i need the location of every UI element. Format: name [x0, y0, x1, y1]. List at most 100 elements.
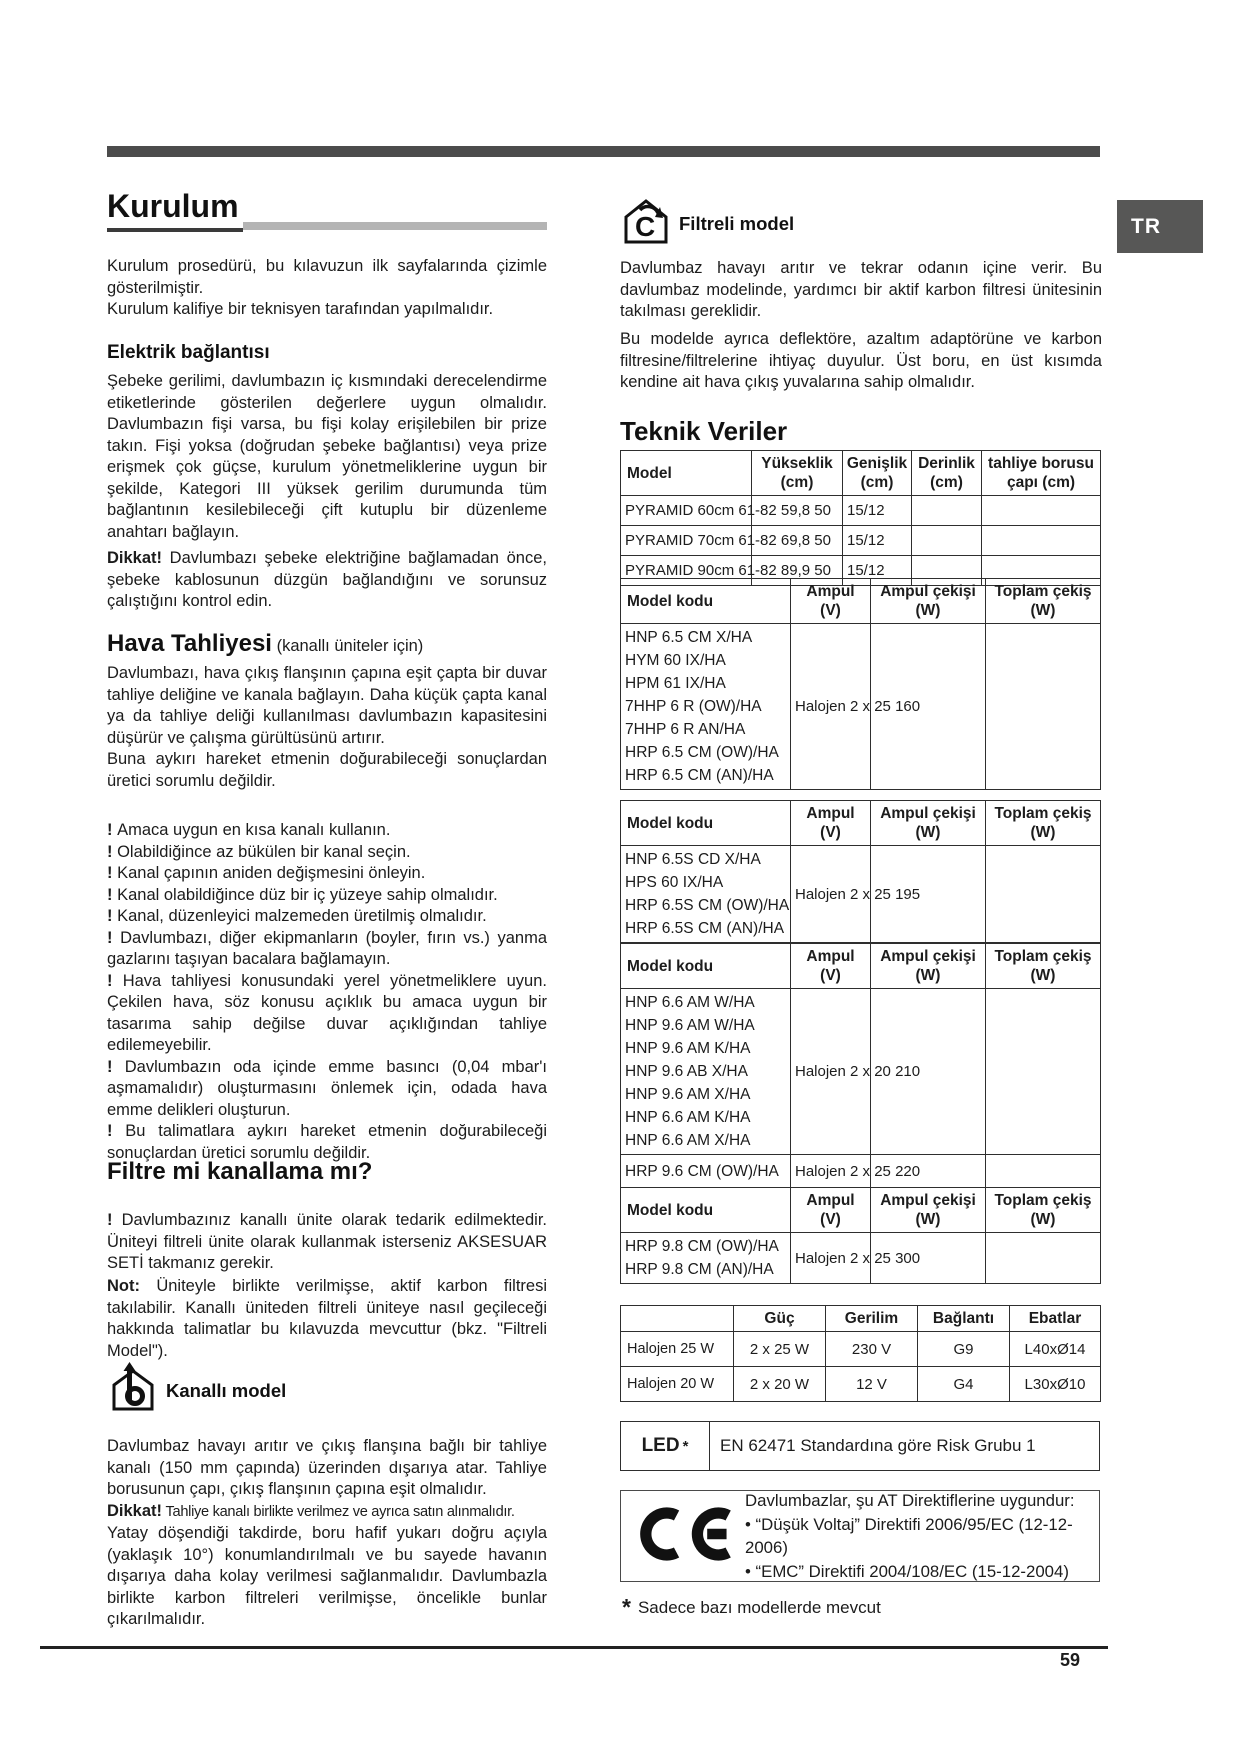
table-header-cell: Ampul çekişi (W) [870, 1187, 986, 1233]
footnote-text: Sadece bazı modellerde mevcut [637, 1598, 881, 1617]
page-title: Kurulum [107, 188, 243, 232]
note-label: Not: [107, 1277, 140, 1295]
model-group-row: HRP 9.6 CM (OW)/HA Halojen 2 x 25 220 [620, 1154, 1101, 1188]
vent-bullet-item: ! Davlumbazın oda içinde emme basıncı (0… [107, 1057, 547, 1119]
vent-bullet-item: ! Davlumbazı, diğer ekipmanların (boyler… [107, 928, 547, 969]
section-heading-electric: Elektrik bağlantısı [107, 342, 270, 363]
led-asterisk: * [682, 1437, 689, 1455]
table-header-cell: Ampul (V) [790, 1187, 871, 1233]
table-header-cell: Ampul (V) [790, 578, 871, 624]
page-number: 59 [1059, 1650, 1080, 1670]
table-header-cell: Toplam çekiş (W) [985, 1187, 1101, 1233]
ce-directive-line: Davlumbazlar, şu AT Direktiflerine uygun… [745, 1491, 1075, 1510]
lamp-table-3: Model kodu Ampul (V) Ampul çekişi (W) Toplam … [620, 943, 1101, 1188]
vent-bullet-item: ! Hava tahliyesi konusundaki yerel yönet… [107, 971, 547, 1055]
models-footnote: * Sadece bazı modellerde mevcut [622, 1594, 881, 1621]
intro-paragraph-1: Kurulum prosedürü, bu kılavuzun ilk sayf… [107, 257, 547, 297]
filter-or-duct-text-1: Davlumbazınız kanallı ünite olarak tedar… [107, 1211, 547, 1272]
ce-directive-lines: Davlumbazlar, şu AT Direktiflerine uygun… [745, 1489, 1091, 1583]
duct-paragraph-2: Yatay döşendiği takdirde, boru hafif yuk… [107, 1524, 547, 1628]
table-header-cell: Ampul çekişi (W) [870, 943, 986, 989]
duct-warning: Dikkat! Tahliye kanalı birlikte verilmez… [107, 1501, 547, 1524]
intro-paragraphs: Kurulum prosedürü, bu kılavuzun ilk sayf… [107, 256, 547, 321]
table-header-cell: Ebatlar [1009, 1305, 1101, 1332]
language-badge-label: TR [1131, 214, 1161, 238]
svg-text:C: C [635, 211, 655, 242]
lamp-table-4: Model kodu Ampul (V) Ampul çekişi (W) Toplam … [620, 1187, 1101, 1284]
footer-rule [40, 1646, 1108, 1649]
duct-model-heading: Kanallı model [166, 1379, 287, 1401]
page-title-row: Kurulum [107, 188, 547, 232]
table-header-cell: Model kodu [620, 578, 791, 624]
dimension-row: PYRAMID 60cm 61-82 59,8 50 15/12 [620, 495, 1101, 526]
table-header-cell: Model [620, 450, 752, 496]
vent-bullet-item: ! Kanal çapının aniden değişmesini önley… [107, 864, 426, 882]
warning-text: Davlumbazı şebeke elektriğine bağlamadan… [107, 549, 547, 610]
duct-paragraph-1: Davlumbaz havayı arıtır ve çıkış flanşın… [107, 1437, 547, 1498]
table-header-cell: Toplam çekiş (W) [985, 943, 1101, 989]
table-header-cell: Bağlantı [917, 1305, 1010, 1332]
vent-bullet-item: ! Kanal olabildiğince düz bir iç yüzeye … [107, 885, 498, 904]
table-header-cell: Toplam çekiş (W) [985, 800, 1101, 846]
vent-bullet-item: ! Amaca uygun en kısa kanalı kullanın. [107, 821, 391, 839]
ce-directives-box: Davlumbazlar, şu AT Direktiflerine uygun… [620, 1490, 1100, 1582]
led-label-cell: LED * [621, 1422, 710, 1470]
vent-heading: Hava Tahliyesi [107, 630, 272, 657]
filtered-model-header: C Filtreli model [620, 196, 794, 251]
filtered-paragraph-2: Bu modelde ayrıca deflektöre, azaltım ad… [620, 330, 1102, 391]
vent-bullet-list: ! Amaca uygun en kısa kanalı kullanın. ! … [107, 820, 547, 1164]
electric-body: Şebeke gerilimi, davlumbazın iç kısmında… [107, 372, 547, 541]
ce-directive-line: • “Düşük Voltaj” Direktifi 2006/95/EC (1… [745, 1514, 1073, 1558]
filtered-model-heading: Filtreli model [679, 212, 795, 234]
duct-model-icon [107, 1362, 159, 1419]
language-badge: TR [1117, 200, 1203, 253]
table-header-cell: Genişlik (cm) [842, 450, 912, 496]
vent-paragraph-2: Buna aykırı hareket etmenin doğurabilece… [107, 750, 547, 790]
vent-bullet-item: ! Bu talimatlara aykırı hareket etmenin … [107, 1122, 547, 1162]
led-label: LED [641, 1435, 680, 1456]
top-rule-bar [107, 146, 1100, 157]
table-header-cell: Ampul çekişi (W) [870, 578, 986, 624]
model-group-row: HRP 9.8 CM (OW)/HA HRP 9.8 CM (AN)/HA Halo… [620, 1232, 1101, 1284]
duct-warning-text: Tahliye kanalı birlikte verilmez ve ayrı… [162, 1503, 515, 1520]
table-header-cell [620, 1305, 734, 1332]
lamp-table-1: Model kodu Ampul (V) Ampul çekişi (W) Toplam … [620, 578, 1101, 790]
duct-model-body: Davlumbaz havayı arıtır ve çıkış flanşın… [107, 1436, 547, 1631]
led-risk-row: LED * EN 62471 Standardına göre Risk Grub… [620, 1421, 1100, 1471]
vent-bullet-item: ! Kanal, düzenleyici malzemeden üretilmi… [107, 907, 487, 925]
table-header-cell: Gerilim [825, 1305, 918, 1332]
warning-label: Dikkat! [107, 549, 163, 567]
table-header-cell: Yükseklik (cm) [751, 450, 843, 496]
vent-paragraph-1: Davlumbazı, hava çıkış flanşının çapına … [107, 664, 547, 747]
table-header-cell: Toplam çekiş (W) [985, 578, 1101, 624]
filtered-model-icon: C [620, 196, 672, 251]
table-header-cell: Güç [733, 1305, 826, 1332]
vent-bullet-item: ! Olabildiğince az bükülen bir kanal seç… [107, 842, 411, 861]
filtered-paragraph-1: Davlumbaz havayı arıtır ve tekrar odanın… [620, 259, 1102, 320]
filter-or-duct-paragraph-2: Not: Üniteyle birlikte verilmişse, aktif… [107, 1276, 547, 1362]
lamp-table-2: Model kodu Ampul (V) Ampul çekişi (W) Toplam … [620, 800, 1101, 943]
warning-label: Dikkat! [107, 1501, 163, 1520]
table-header-cell: Ampul (V) [790, 943, 871, 989]
intro-paragraph-2: Kurulum kalifiye bir teknisyen tarafında… [107, 300, 494, 318]
table-header-cell: tahliye borusu çapı (cm) [981, 450, 1101, 496]
dimensions-table: Model Yükseklik (cm) Genişlik (cm) Derinlik (c… [620, 450, 1101, 586]
duct-model-header: Kanallı model [107, 1362, 286, 1419]
table-header-cell: Model kodu [620, 1187, 791, 1233]
table-header-cell: Model kodu [620, 800, 791, 846]
filter-or-duct-text-2: Üniteyle birlikte verilmişse, aktif karb… [107, 1277, 547, 1360]
dimension-row: PYRAMID 70cm 61-82 69,8 50 15/12 [620, 525, 1101, 556]
model-group-row: HNP 6.5S CD X/HA HPS 60 IX/HA HRP 6.5S CM … [620, 845, 1101, 943]
section-heading-vent: Hava Tahliyesi (kanallı üniteler için) [107, 630, 423, 658]
exclaim-prefix: ! [107, 1211, 113, 1229]
ce-mark-icon [633, 1506, 733, 1567]
table-header-cell: Derinlik (cm) [911, 450, 982, 496]
footnote-asterisk: * [622, 1594, 631, 1620]
led-risk-text: EN 62471 Standardına göre Risk Grubu 1 [720, 1436, 1036, 1455]
section-heading-tech-data: Teknik Veriler [620, 416, 788, 446]
model-group-row: HNP 6.5 CM X/HA HYM 60 IX/HA HPM 61 IX/HA 7… [620, 623, 1101, 790]
